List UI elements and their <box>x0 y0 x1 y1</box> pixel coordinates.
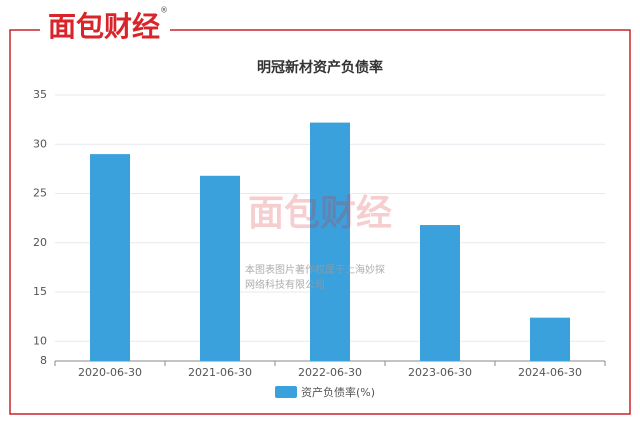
logo-mark: ® <box>160 6 168 15</box>
y-tick-label: 20 <box>33 236 47 249</box>
watermark-text: 本图表图片著作权属于上海妙探 <box>245 263 385 276</box>
y-tick-label: 10 <box>33 334 47 347</box>
x-tick-label: 2024-06-30 <box>518 366 582 379</box>
watermark-logo: 面包财经 <box>248 193 392 234</box>
bar <box>310 122 350 362</box>
frame <box>9 29 631 415</box>
y-tick-label: 35 <box>33 88 47 101</box>
y-tick-label: 30 <box>33 137 47 150</box>
y-tick-label: 8 <box>40 354 47 367</box>
watermark-text: 网络科技有限公司 <box>245 278 325 291</box>
legend-label: 资产负债率(%) <box>301 385 375 399</box>
y-tick-label: 15 <box>33 285 47 298</box>
x-tick-label: 2021-06-30 <box>188 366 252 379</box>
logo: 面包财经 <box>48 10 160 43</box>
bar <box>530 317 570 361</box>
bar <box>200 175 240 361</box>
x-tick-label: 2022-06-30 <box>298 366 362 379</box>
bar <box>90 154 130 361</box>
bar <box>420 225 460 361</box>
logo-bg <box>40 8 170 46</box>
y-tick-label: 25 <box>33 187 47 200</box>
x-tick-label: 2020-06-30 <box>78 366 142 379</box>
chart-title: 明冠新材资产负债率 <box>257 59 383 76</box>
legend-swatch <box>275 386 297 398</box>
x-tick-label: 2023-06-30 <box>408 366 472 379</box>
